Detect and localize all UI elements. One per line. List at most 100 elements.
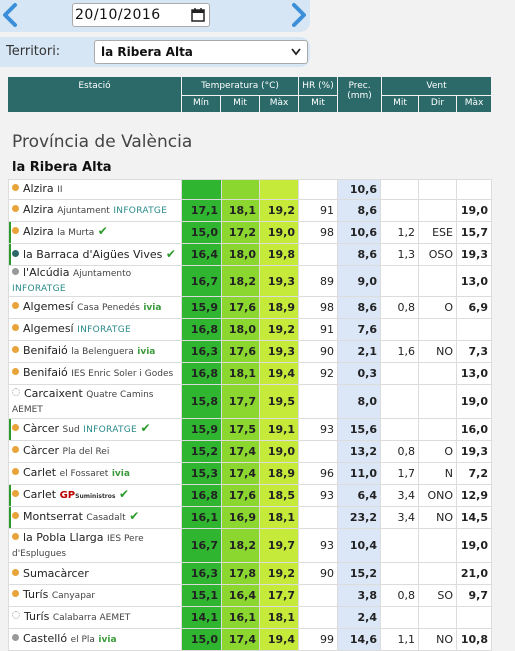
wind-max-cell: 9,7 xyxy=(456,584,492,607)
table-row[interactable]: la Pobla Llarga IES Pere d'Esplugues 16,7… xyxy=(8,528,492,563)
table-row[interactable]: la Barraca d'Aigües Vives ✔ 16,4 18,0 19,8 8… xyxy=(8,243,492,266)
station-name[interactable]: Benifaió xyxy=(23,344,68,357)
station-name[interactable]: Turís xyxy=(24,610,50,623)
wind-max-cell: 19,3 xyxy=(456,243,492,266)
station-name[interactable]: Carlet xyxy=(23,466,57,479)
table-row[interactable]: Carlet el Fossaret ivia 15,3 17,4 18,9 96 11,… xyxy=(8,462,492,485)
station-cell[interactable]: Carlet el Fossaret ivia xyxy=(8,462,182,485)
station-cell[interactable]: Turís Canyapar xyxy=(8,584,182,607)
station-name[interactable]: Sumacàrcer xyxy=(23,567,89,580)
wind-max-cell xyxy=(456,179,492,200)
wind-max-cell: 19,0 xyxy=(456,199,492,222)
station-cell[interactable]: Càrcer Sud INFORATGE ✔ xyxy=(8,418,182,441)
temp-min-cell: 16,4 xyxy=(181,243,222,266)
station-name[interactable]: l'Alcúdia xyxy=(23,266,70,279)
table-row[interactable]: Turís Calabarra AEMET 14,1 16,1 18,1 2,4 xyxy=(8,606,492,629)
table-row[interactable]: Algemesí Casa Penedés ivia 15,9 17,6 18,9 98… xyxy=(8,296,492,319)
table-row[interactable]: Alzira Ajuntament INFORATGE 17,1 18,1 19,2 9… xyxy=(8,199,492,222)
table-row[interactable]: Turís Canyapar 15,1 16,4 17,7 3,8 0,8 SO 9,7 xyxy=(8,584,492,607)
table-row[interactable]: Carlet GPSuministros ✔ 16,8 17,6 18,5 93 6,4 3… xyxy=(8,484,492,507)
sun-icon xyxy=(12,387,20,396)
station-cell[interactable]: Alzira Ajuntament INFORATGE xyxy=(8,199,182,222)
station-cell[interactable]: Alzira II xyxy=(8,179,182,200)
table-row[interactable]: Alzira II 10,6 xyxy=(8,179,492,200)
status-dot-icon xyxy=(12,324,19,331)
station-name[interactable]: Algemesí xyxy=(23,322,74,335)
temp-mit-cell xyxy=(221,179,260,200)
status-dot-icon xyxy=(12,634,19,641)
wind-dir-cell xyxy=(418,362,457,385)
humidity-cell xyxy=(298,179,338,200)
station-name[interactable]: Turís xyxy=(23,588,49,601)
station-cell[interactable]: Sumacàrcer xyxy=(8,562,182,585)
table-row[interactable]: Carcaixent Quatre Camins AEMET 15,8 17,7 19… xyxy=(8,384,492,419)
table-row[interactable]: Castelló el Pla ivia 15,0 17,4 19,4 99 14,6 1,… xyxy=(8,628,492,651)
station-name[interactable]: Alzira xyxy=(23,182,54,195)
previous-day-button[interactable] xyxy=(0,2,22,28)
checkmark-icon: ✔ xyxy=(165,247,176,261)
table-row[interactable]: Càrcer Pla del Rei 15,2 17,4 19,0 13,2 0,8 O 19… xyxy=(8,440,492,463)
station-cell[interactable]: Turís Calabarra AEMET xyxy=(8,606,182,629)
calendar-icon[interactable] xyxy=(191,8,205,22)
station-name[interactable]: Carcaixent xyxy=(24,386,83,400)
temp-max-cell: 18,9 xyxy=(259,462,299,485)
table-row[interactable]: Montserrat Casadalt ✔ 16,1 16,9 18,1 23,2 3,4… xyxy=(8,506,492,529)
station-name[interactable]: Alzira xyxy=(23,225,54,238)
station-cell[interactable]: l'Alcúdia Ajuntamento INFORATGE xyxy=(8,265,182,297)
station-name[interactable]: Montserrat xyxy=(23,510,83,523)
date-toolbar: 20/10/2016 xyxy=(0,0,310,32)
table-row[interactable]: Alzira la Murta ✔ 15,0 17,2 19,0 98 10,6 1,2 ES… xyxy=(8,221,492,244)
station-name[interactable]: Alzira xyxy=(23,203,54,216)
station-cell[interactable]: Càrcer Pla del Rei xyxy=(8,440,182,463)
temp-max-cell: 18,5 xyxy=(259,484,299,507)
station-name[interactable]: la Barraca d'Aigües Vives xyxy=(23,248,163,261)
station-cell[interactable]: la Pobla Llarga IES Pere d'Esplugues xyxy=(8,528,182,563)
precipitation-cell: 3,8 xyxy=(337,584,381,607)
table-row[interactable]: Algemesí INFORATGE 16,8 18,0 19,2 91 7,6 xyxy=(8,318,492,341)
wind-max-cell: 7,3 xyxy=(456,340,492,363)
station-cell[interactable]: la Barraca d'Aigües Vives ✔ xyxy=(8,243,182,266)
table-row[interactable]: Benifaió la Belenguera ivia 16,3 17,6 19,3 9… xyxy=(8,340,492,363)
humidity-cell: 93 xyxy=(298,418,338,441)
station-subname: Casa Penedés xyxy=(77,303,140,313)
station-cell[interactable]: Benifaió IES Enric Soler i Godes xyxy=(8,362,182,385)
station-cell[interactable]: Alzira la Murta ✔ xyxy=(8,221,182,244)
station-cell[interactable]: Carcaixent Quatre Camins AEMET xyxy=(8,384,182,419)
checkmark-icon: ✔ xyxy=(118,487,130,501)
station-name[interactable]: Algemesí xyxy=(23,300,74,313)
status-dot-icon xyxy=(12,368,19,375)
next-day-button[interactable] xyxy=(287,2,309,28)
table-row[interactable]: l'Alcúdia Ajuntamento INFORATGE 16,7 18,2 1… xyxy=(8,265,492,297)
humidity-cell: 90 xyxy=(298,340,338,363)
station-cell[interactable]: Algemesí Casa Penedés ivia xyxy=(8,296,182,319)
checkmark-icon: ✔ xyxy=(97,224,108,238)
humidity-cell: 90 xyxy=(298,562,338,585)
temp-mit-cell: 18,0 xyxy=(221,318,260,341)
station-name[interactable]: Carlet xyxy=(23,488,57,501)
station-cell[interactable]: Benifaió la Belenguera ivia xyxy=(8,340,182,363)
wind-max-cell: 21,0 xyxy=(456,562,492,585)
table-row[interactable]: Sumacàrcer 16,3 17,8 19,2 90 15,2 21,0 xyxy=(8,562,492,585)
status-dot-icon xyxy=(12,184,19,191)
station-cell[interactable]: Algemesí INFORATGE xyxy=(8,318,182,341)
station-name[interactable]: Benifaió xyxy=(23,366,68,379)
precipitation-cell: 23,2 xyxy=(337,506,381,529)
table-row[interactable]: Benifaió IES Enric Soler i Godes 16,8 18,1… xyxy=(8,362,492,385)
station-name[interactable]: la Pobla Llarga xyxy=(23,530,104,544)
humidity-cell: 93 xyxy=(298,528,338,563)
station-cell[interactable]: Carlet GPSuministros ✔ xyxy=(8,484,182,507)
table-row[interactable]: Càrcer Sud INFORATGE ✔ 15,9 17,5 19,1 93 15,6… xyxy=(8,418,492,441)
station-name[interactable]: Castelló xyxy=(23,632,68,645)
station-name[interactable]: Càrcer xyxy=(23,444,60,457)
humidity-cell: 92 xyxy=(298,362,338,385)
header-wind-dir: Dir xyxy=(419,96,456,112)
wind-mit-cell xyxy=(380,562,419,585)
station-cell[interactable]: Castelló el Pla ivia xyxy=(8,628,182,651)
header-hr-mit: Mit xyxy=(299,96,337,112)
territory-select[interactable]: la Ribera Alta xyxy=(94,40,308,64)
temp-min-cell: 15,3 xyxy=(181,462,222,485)
station-cell[interactable]: Montserrat Casadalt ✔ xyxy=(8,506,182,529)
station-name[interactable]: Càrcer xyxy=(23,422,60,435)
date-input[interactable]: 20/10/2016 xyxy=(72,3,210,27)
header-precipitation: Prec. (mm) xyxy=(338,77,381,112)
